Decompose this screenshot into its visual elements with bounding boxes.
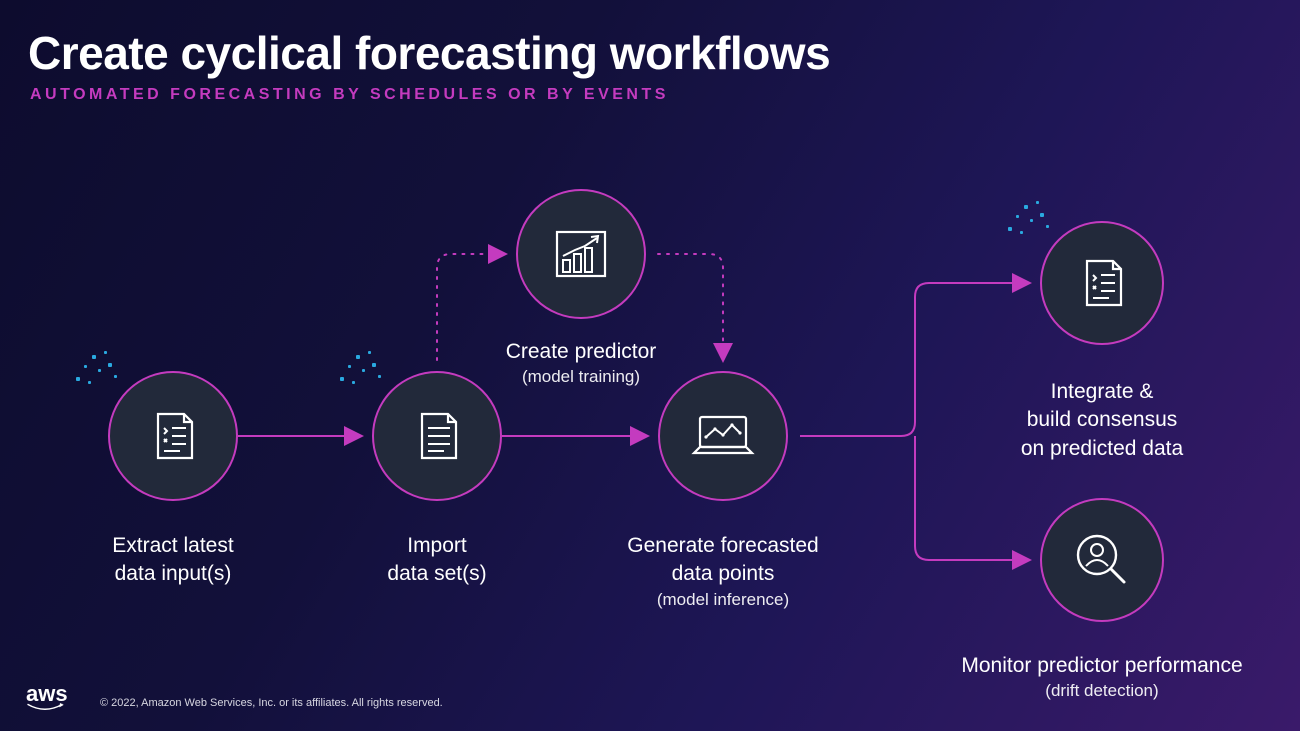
label-monitor-sub: (drift detection) xyxy=(952,680,1252,703)
page-subtitle: AUTOMATED FORECASTING BY SCHEDULES OR BY… xyxy=(30,86,669,104)
doc-check-icon xyxy=(1075,253,1129,313)
label-integrate-line3: on predicted data xyxy=(952,435,1252,463)
label-integrate: Integrate &build consensuson predicted d… xyxy=(952,378,1252,463)
label-forecast: Generate forecasteddata points(model inf… xyxy=(573,532,873,612)
laptop-graph-icon xyxy=(688,409,758,463)
label-monitor-line1: Monitor predictor performance xyxy=(952,652,1252,680)
label-import-line1: Import xyxy=(287,532,587,560)
aws-logo: aws xyxy=(26,681,68,713)
label-forecast-line1: Generate forecasted xyxy=(573,532,873,560)
chart-up-icon xyxy=(551,226,611,282)
label-extract-line1: Extract latest xyxy=(23,532,323,560)
node-forecast xyxy=(658,371,788,501)
label-forecast-sub: (model inference) xyxy=(573,589,873,612)
label-import: Importdata set(s) xyxy=(287,532,587,589)
magnify-person-icon xyxy=(1070,528,1134,592)
label-extract: Extract latestdata input(s) xyxy=(23,532,323,589)
node-extract xyxy=(108,371,238,501)
label-integrate-line1: Integrate & xyxy=(952,378,1252,406)
node-integrate xyxy=(1040,221,1164,345)
footer-copyright: © 2022, Amazon Web Services, Inc. or its… xyxy=(100,697,443,709)
doc-check-icon xyxy=(146,406,200,466)
node-monitor xyxy=(1040,498,1164,622)
doc-lines-icon xyxy=(410,406,464,466)
node-predictor xyxy=(516,189,646,319)
page-title: Create cyclical forecasting workflows xyxy=(28,26,830,80)
label-monitor: Monitor predictor performance(drift dete… xyxy=(952,652,1252,703)
node-import xyxy=(372,371,502,501)
label-predictor-line1: Create predictor xyxy=(431,338,731,366)
label-integrate-line2: build consensus xyxy=(952,406,1252,434)
label-extract-line2: data input(s) xyxy=(23,560,323,588)
label-import-line2: data set(s) xyxy=(287,560,587,588)
label-forecast-line2: data points xyxy=(573,560,873,588)
